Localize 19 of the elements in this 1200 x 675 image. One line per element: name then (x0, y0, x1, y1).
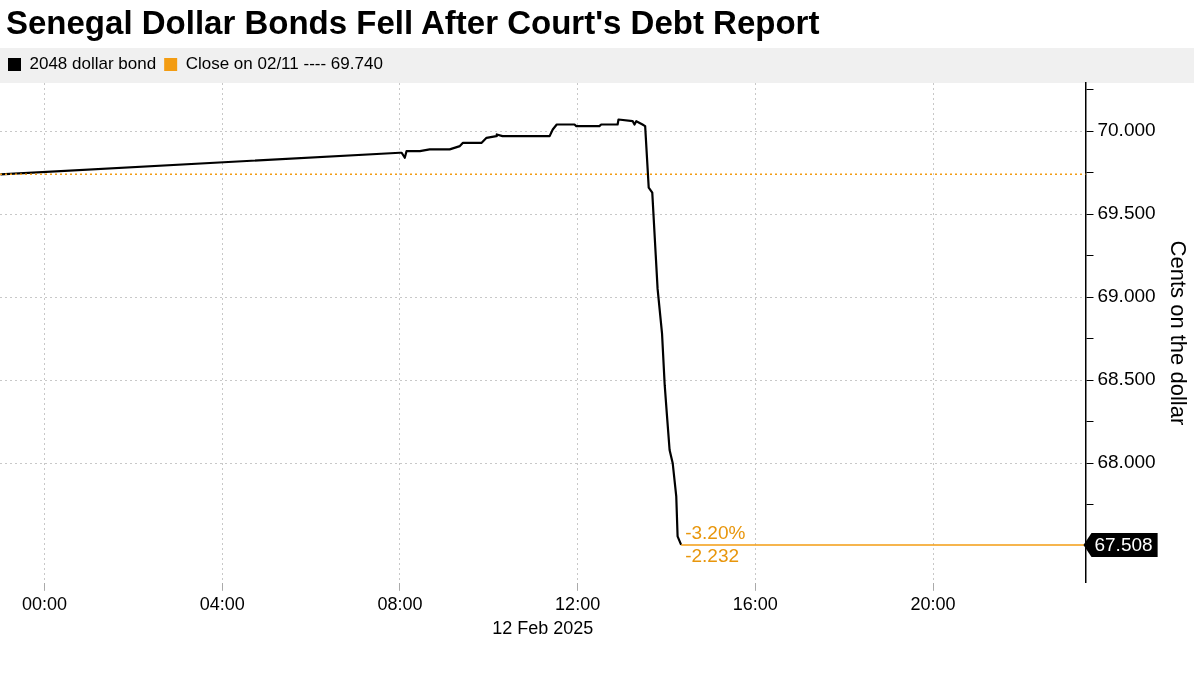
chart-title: Senegal Dollar Bonds Fell After Court's Debt Report (6, 4, 820, 42)
ref-line-label: 67.508 (1094, 534, 1153, 556)
legend-label: Close on 02/11 ---- 69.740 (185, 54, 383, 74)
x-tick-label: 12:00 (555, 593, 601, 614)
annotation: -3.20% (685, 521, 746, 543)
y-tick-label: 68.500 (1097, 368, 1156, 390)
x-tick-label: 08:00 (377, 593, 423, 614)
legend-label: 2048 dollar bond (29, 54, 157, 74)
annotation: -2.232 (685, 544, 740, 566)
x-tick-label: 00:00 (21, 593, 67, 614)
x-axis-title: 12 Feb 2025 (492, 618, 594, 639)
x-tick-label: 16:00 (732, 593, 778, 614)
y-tick-label: 69.500 (1097, 202, 1156, 224)
y-tick-label: 69.000 (1097, 285, 1156, 307)
y-tick-label: 70.000 (1097, 119, 1156, 141)
x-tick-label: 20:00 (910, 593, 956, 614)
y-axis-title: Cents on the dollar (1165, 240, 1191, 426)
x-tick-label: 04:00 (199, 593, 245, 614)
y-tick-label: 68.000 (1097, 451, 1156, 473)
